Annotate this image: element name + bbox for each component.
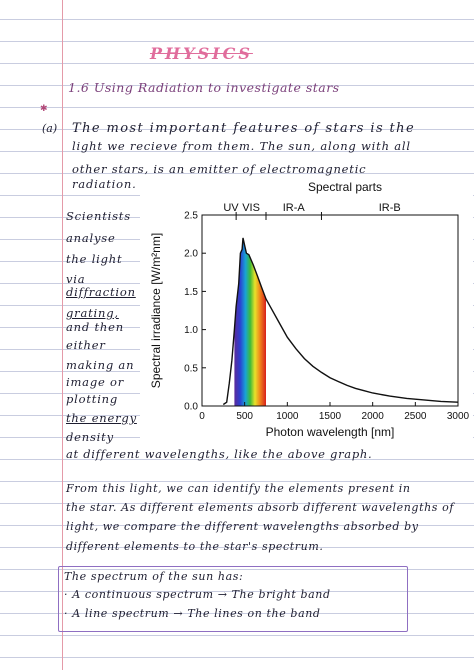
y-tick-label: 1.5: [184, 287, 198, 298]
box-line: · A continuous spectrum → The bright ban…: [64, 588, 331, 601]
visible-band: [234, 237, 266, 406]
x-tick-label: 500: [236, 411, 253, 422]
x-tick-label: 2000: [362, 411, 385, 422]
intro-line: light we recieve from them. The sun, alo…: [72, 139, 411, 153]
region-label: UV: [223, 202, 239, 214]
after-chart-line: at different wavelengths, like the above…: [66, 447, 373, 461]
y-tick-label: 2.5: [184, 211, 198, 222]
series-line: [222, 237, 459, 406]
chart-title: Spectral parts: [308, 180, 382, 194]
x-tick-label: 2500: [404, 411, 427, 422]
side-line: and then: [66, 320, 124, 334]
visible-spectrum-fill: [234, 237, 266, 406]
y-tick-label: 0.0: [184, 402, 198, 413]
side-line: plotting: [66, 392, 119, 406]
side-line: either: [66, 338, 106, 352]
region-label: VIS: [242, 202, 260, 214]
intro-line: The most important features of stars is …: [72, 121, 416, 136]
region-label: IR-A: [283, 202, 306, 214]
para2-line: the star. As different elements absorb d…: [66, 501, 455, 514]
side-line: via: [66, 272, 86, 286]
y-ticks: 0.0 0.5 1.0 1.5 2.0 2.5: [184, 211, 206, 413]
para2-line: light, we compare the different waveleng…: [66, 520, 419, 533]
intro-line: other stars, is an emitter of electromag…: [72, 162, 367, 176]
y-tick-label: 1.0: [184, 325, 198, 336]
side-line: the energy: [66, 411, 137, 425]
side-line: density: [66, 430, 114, 444]
intro-line: radiation.: [72, 177, 137, 191]
irradiance-curve: [222, 237, 459, 406]
y-axis-label: Spectral irradiance [W/m²nm]: [149, 233, 163, 388]
para2-line: From this light, we can identify the ele…: [66, 482, 411, 495]
x-axis-label: Photon wavelength [nm]: [266, 425, 395, 439]
x-ticks: 0 500 1000 1500 2000 2500 3000: [199, 402, 470, 422]
margin-line: [62, 0, 63, 670]
side-line: Scientists: [66, 209, 131, 223]
side-line: grating,: [66, 306, 119, 320]
x-tick-label: 1000: [276, 411, 299, 422]
region-labels: UV VIS IR-A IR-B: [223, 202, 401, 220]
paragraph-label: (a): [42, 122, 58, 135]
spectral-chart: Spectral parts UV VIS IR-A IR-B 0 500 1000 150…: [140, 177, 473, 449]
summary-box: [58, 566, 408, 632]
box-line: · A line spectrum → The lines on the ban…: [64, 607, 321, 620]
side-line: diffraction: [66, 285, 136, 299]
side-line: analyse: [66, 231, 116, 245]
side-line: the light: [66, 252, 123, 266]
para2-line: different elements to the star's spectru…: [66, 540, 324, 553]
page-title: PHYSICS: [150, 44, 253, 63]
y-tick-label: 2.0: [184, 249, 198, 260]
x-tick-label: 3000: [447, 411, 470, 422]
x-tick-label: 1500: [319, 411, 342, 422]
box-line: The spectrum of the sun has:: [64, 570, 244, 583]
side-line: making an: [66, 358, 135, 372]
y-tick-label: 0.5: [184, 363, 198, 374]
side-line: image or: [66, 375, 125, 389]
spectral-chart-svg: Spectral parts UV VIS IR-A IR-B 0 500 1000 150…: [149, 180, 470, 439]
star-mark-icon: ✱: [40, 104, 48, 114]
region-label: IR-B: [379, 202, 401, 214]
x-tick-label: 0: [199, 411, 205, 422]
section-heading: 1.6 Using Radiation to investigate stars: [68, 80, 340, 95]
